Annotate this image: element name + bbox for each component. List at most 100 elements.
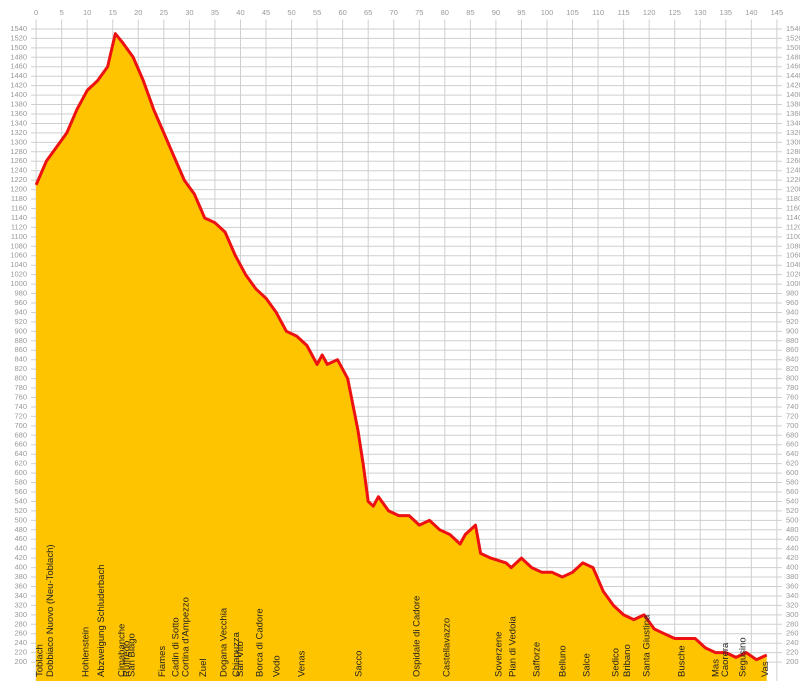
y-tick-label: 820 [786, 364, 799, 373]
y-tick-label: 420 [14, 553, 27, 562]
y-tick-label: 780 [786, 383, 799, 392]
station-label: San Biago [127, 633, 138, 677]
y-tick-label: 1360 [10, 109, 27, 118]
y-tick-label: 720 [14, 411, 27, 420]
y-tick-label: 1480 [786, 52, 800, 61]
y-tick-label: 1420 [786, 81, 800, 90]
y-tick-label: 1040 [10, 260, 27, 269]
station-label: Chiapuzza [231, 631, 242, 677]
station-label: Segusino [738, 637, 749, 677]
x-tick-label: 105 [566, 8, 579, 17]
y-tick-label: 340 [786, 591, 799, 600]
y-tick-label: 1360 [786, 109, 800, 118]
y-tick-label: 800 [786, 374, 799, 383]
y-tick-label: 1040 [786, 260, 800, 269]
y-tick-label: 480 [786, 525, 799, 534]
y-tick-label: 520 [786, 506, 799, 515]
y-tick-label: 480 [14, 525, 27, 534]
y-tick-label: 920 [786, 317, 799, 326]
x-tick-label: 115 [618, 8, 630, 17]
y-tick-label: 580 [786, 478, 799, 487]
y-tick-label: 940 [786, 307, 799, 316]
x-tick-label: 120 [643, 8, 656, 17]
y-tick-label: 1080 [10, 241, 27, 250]
y-tick-label: 920 [14, 317, 27, 326]
y-tick-label: 1260 [10, 156, 27, 165]
x-tick-label: 0 [34, 8, 38, 17]
y-tick-label: 980 [14, 289, 27, 298]
station-label: Hohlenstein [81, 627, 92, 677]
y-tick-label: 780 [14, 383, 27, 392]
station-label: Cortina d'Ampezzo [181, 597, 192, 677]
y-tick-label: 1060 [786, 251, 800, 260]
y-tick-label: 460 [786, 534, 799, 543]
station-label: Zuel [198, 659, 209, 677]
y-tick-label: 1260 [786, 156, 800, 165]
y-tick-label: 540 [14, 496, 27, 505]
station-label: Venas [297, 650, 308, 677]
y-tick-label: 300 [14, 610, 27, 619]
y-tick-label: 1100 [786, 232, 800, 241]
y-tick-label: 440 [786, 544, 799, 553]
y-tick-label: 1280 [10, 147, 27, 156]
y-tick-label: 880 [786, 336, 799, 345]
y-tick-label: 1540 [10, 24, 27, 33]
y-tick-label: 560 [786, 487, 799, 496]
y-tick-label: 1160 [786, 203, 800, 212]
station-label: Busche [676, 645, 687, 677]
y-tick-label: 240 [786, 638, 799, 647]
y-tick-label: 900 [14, 326, 27, 335]
y-tick-label: 860 [14, 345, 27, 354]
y-tick-label: 1480 [10, 52, 27, 61]
y-tick-label: 1460 [10, 62, 27, 71]
station-label: Borca di Cadore [254, 608, 265, 677]
y-tick-label: 660 [786, 440, 799, 449]
y-tick-label: 940 [14, 307, 27, 316]
station-label: Dogana Vecchia [219, 607, 230, 677]
y-tick-label: 300 [786, 610, 799, 619]
x-tick-label: 95 [517, 8, 525, 17]
x-tick-label: 15 [109, 8, 117, 17]
y-tick-label: 1420 [10, 81, 27, 90]
y-tick-label: 380 [786, 572, 799, 581]
station-label: San Vito [235, 641, 246, 677]
y-tick-label: 1280 [786, 147, 800, 156]
y-tick-label: 1500 [10, 43, 27, 52]
y-tick-label: 1380 [10, 100, 27, 109]
x-tick-label: 80 [441, 8, 449, 17]
station-label: Salce [581, 653, 592, 677]
y-tick-label: 1060 [10, 251, 27, 260]
y-tick-label: 400 [14, 563, 27, 572]
y-tick-label: 840 [14, 355, 27, 364]
y-tick-label: 540 [786, 496, 799, 505]
y-tick-label: 800 [14, 374, 27, 383]
x-tick-label: 20 [134, 8, 142, 17]
station-label: Mas [711, 659, 722, 677]
x-tick-label: 130 [694, 8, 707, 17]
station-label: Safforze [532, 642, 543, 677]
x-tick-label: 55 [313, 8, 321, 17]
station-label: Caorera [720, 642, 731, 677]
y-tick-label: 760 [786, 392, 799, 401]
y-tick-label: 320 [14, 600, 27, 609]
x-tick-label: 45 [262, 8, 270, 17]
y-tick-label: 1160 [11, 203, 27, 212]
y-tick-label: 320 [786, 600, 799, 609]
station-label: Belluno [557, 645, 568, 677]
y-tick-label: 620 [786, 459, 799, 468]
y-tick-label: 560 [14, 487, 27, 496]
station-label: Vas [760, 661, 771, 677]
y-tick-label: 440 [14, 544, 27, 553]
y-tick-label: 600 [14, 468, 27, 477]
y-tick-label: 1180 [786, 194, 800, 203]
station-label: Ruffredo [121, 641, 132, 677]
station-label: Sacco [353, 651, 364, 677]
y-tick-label: 880 [14, 336, 27, 345]
y-tick-label: 700 [14, 421, 27, 430]
y-tick-label: 220 [14, 648, 27, 657]
y-tick-label: 1220 [786, 175, 800, 184]
y-tick-label: 1240 [786, 166, 800, 175]
x-tick-label: 70 [390, 8, 398, 17]
x-tick-label: 145 [771, 8, 784, 17]
